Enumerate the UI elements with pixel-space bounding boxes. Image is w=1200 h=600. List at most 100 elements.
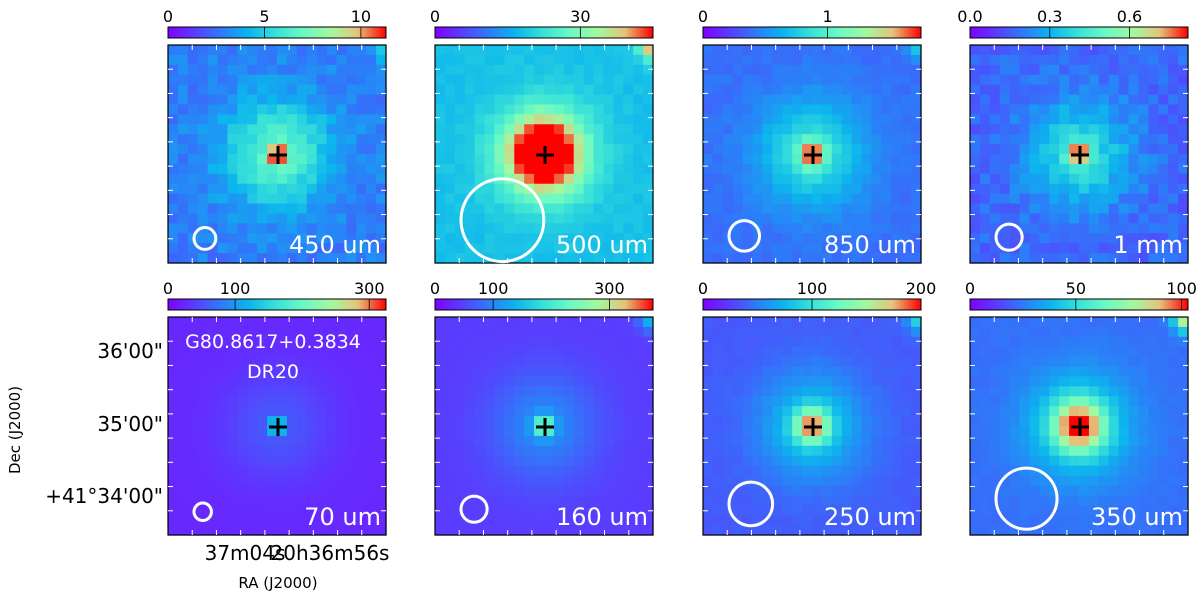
image-pixel	[851, 465, 863, 477]
image-pixel	[752, 396, 764, 407]
image-pixel	[257, 366, 268, 378]
image-pixel	[999, 223, 1011, 234]
image-pixel	[1148, 426, 1159, 437]
colorbar-tick-label-850um-0: 0	[698, 7, 708, 26]
image-pixel	[1009, 426, 1021, 437]
image-pixel	[881, 317, 892, 328]
image-pixel	[1158, 485, 1169, 496]
image-pixel	[247, 173, 258, 185]
image-pixel	[821, 64, 833, 76]
image-pixel	[603, 173, 614, 185]
image-pixel	[306, 253, 318, 264]
image-pixel	[812, 84, 823, 96]
image-pixel	[366, 213, 377, 224]
image-pixel	[454, 223, 466, 234]
image-pixel	[623, 124, 634, 135]
image-pixel	[831, 253, 843, 264]
image-pixel	[474, 396, 486, 407]
image-pixel	[613, 104, 624, 115]
image-pixel	[197, 54, 209, 66]
image-pixel	[544, 154, 555, 165]
image-pixel	[1158, 336, 1169, 348]
image-pixel	[563, 243, 575, 254]
image-pixel	[286, 406, 298, 417]
image-pixel	[366, 465, 377, 477]
image-pixel	[346, 475, 357, 487]
image-pixel	[514, 64, 525, 76]
image-pixel	[752, 515, 764, 526]
image-pixel	[782, 124, 793, 135]
image-pixel	[326, 326, 338, 338]
image-pixel	[435, 94, 446, 106]
image-pixel	[802, 406, 813, 417]
image-pixel	[573, 154, 585, 165]
image-pixel	[534, 317, 545, 328]
image-pixel	[187, 326, 199, 338]
image-pixel	[1059, 475, 1070, 487]
image-pixel	[464, 54, 476, 66]
image-pixel	[474, 445, 486, 457]
image-pixel	[633, 173, 644, 185]
image-pixel	[1138, 134, 1149, 145]
image-pixel	[603, 144, 614, 155]
image-pixel	[613, 163, 624, 175]
image-pixel	[217, 515, 229, 526]
image-pixel	[979, 134, 991, 145]
image-pixel	[524, 435, 535, 447]
image-pixel	[563, 495, 575, 506]
image-pixel	[326, 45, 338, 56]
image-pixel	[217, 64, 229, 76]
image-pixel	[168, 317, 179, 328]
image-pixel	[316, 505, 328, 516]
image-pixel	[633, 114, 644, 125]
image-pixel	[1079, 134, 1090, 145]
image-pixel	[792, 346, 803, 358]
image-pixel	[247, 233, 258, 244]
image-pixel	[812, 475, 823, 487]
image-pixel	[851, 426, 863, 437]
image-pixel	[237, 203, 248, 215]
image-pixel	[752, 386, 764, 397]
image-pixel	[881, 485, 892, 496]
image-pixel	[861, 183, 873, 195]
image-pixel	[1148, 144, 1159, 155]
image-pixel	[553, 495, 565, 506]
image-pixel	[207, 74, 219, 86]
image-pixel	[999, 495, 1011, 506]
image-pixel	[901, 505, 912, 516]
image-pixel	[1118, 84, 1130, 96]
image-pixel	[841, 326, 853, 338]
image-pixel	[376, 124, 387, 135]
image-pixel	[1059, 356, 1070, 368]
image-pixel	[623, 386, 634, 397]
image-pixel	[197, 396, 209, 407]
image-pixel	[366, 223, 377, 234]
image-pixel	[217, 154, 229, 165]
image-pixel	[1079, 475, 1090, 487]
image-pixel	[177, 74, 189, 86]
image-pixel	[573, 243, 585, 254]
image-pixel	[1079, 84, 1090, 96]
image-pixel	[316, 356, 328, 368]
image-pixel	[1079, 445, 1090, 457]
image-pixel	[1108, 396, 1120, 407]
image-pixel	[1019, 233, 1031, 244]
image-pixel	[841, 144, 853, 155]
image-pixel	[267, 253, 278, 264]
image-pixel	[267, 54, 278, 66]
image-pixel	[356, 64, 367, 76]
image-pixel	[1108, 326, 1120, 338]
image-pixel	[613, 223, 624, 234]
image-pixel	[1088, 163, 1100, 175]
image-pixel	[1158, 435, 1169, 447]
image-pixel	[742, 326, 754, 338]
image-pixel	[752, 104, 764, 115]
image-pixel	[999, 416, 1011, 427]
image-pixel	[1098, 475, 1110, 487]
image-pixel	[782, 416, 793, 427]
image-pixel	[841, 396, 853, 407]
image-pixel	[1009, 455, 1021, 467]
image-pixel	[762, 114, 773, 125]
wavelength-label-1mm: 1 mm	[1113, 231, 1183, 259]
